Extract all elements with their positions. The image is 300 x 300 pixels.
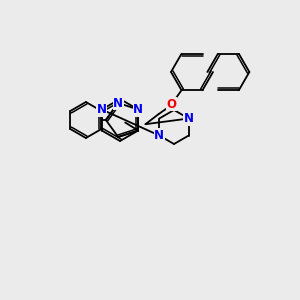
Text: N: N [184, 112, 194, 125]
Text: O: O [167, 98, 176, 111]
Text: N: N [154, 129, 164, 142]
Text: N: N [97, 103, 107, 116]
Text: N: N [133, 103, 143, 116]
Text: N: N [113, 97, 123, 110]
Text: N: N [133, 103, 143, 116]
